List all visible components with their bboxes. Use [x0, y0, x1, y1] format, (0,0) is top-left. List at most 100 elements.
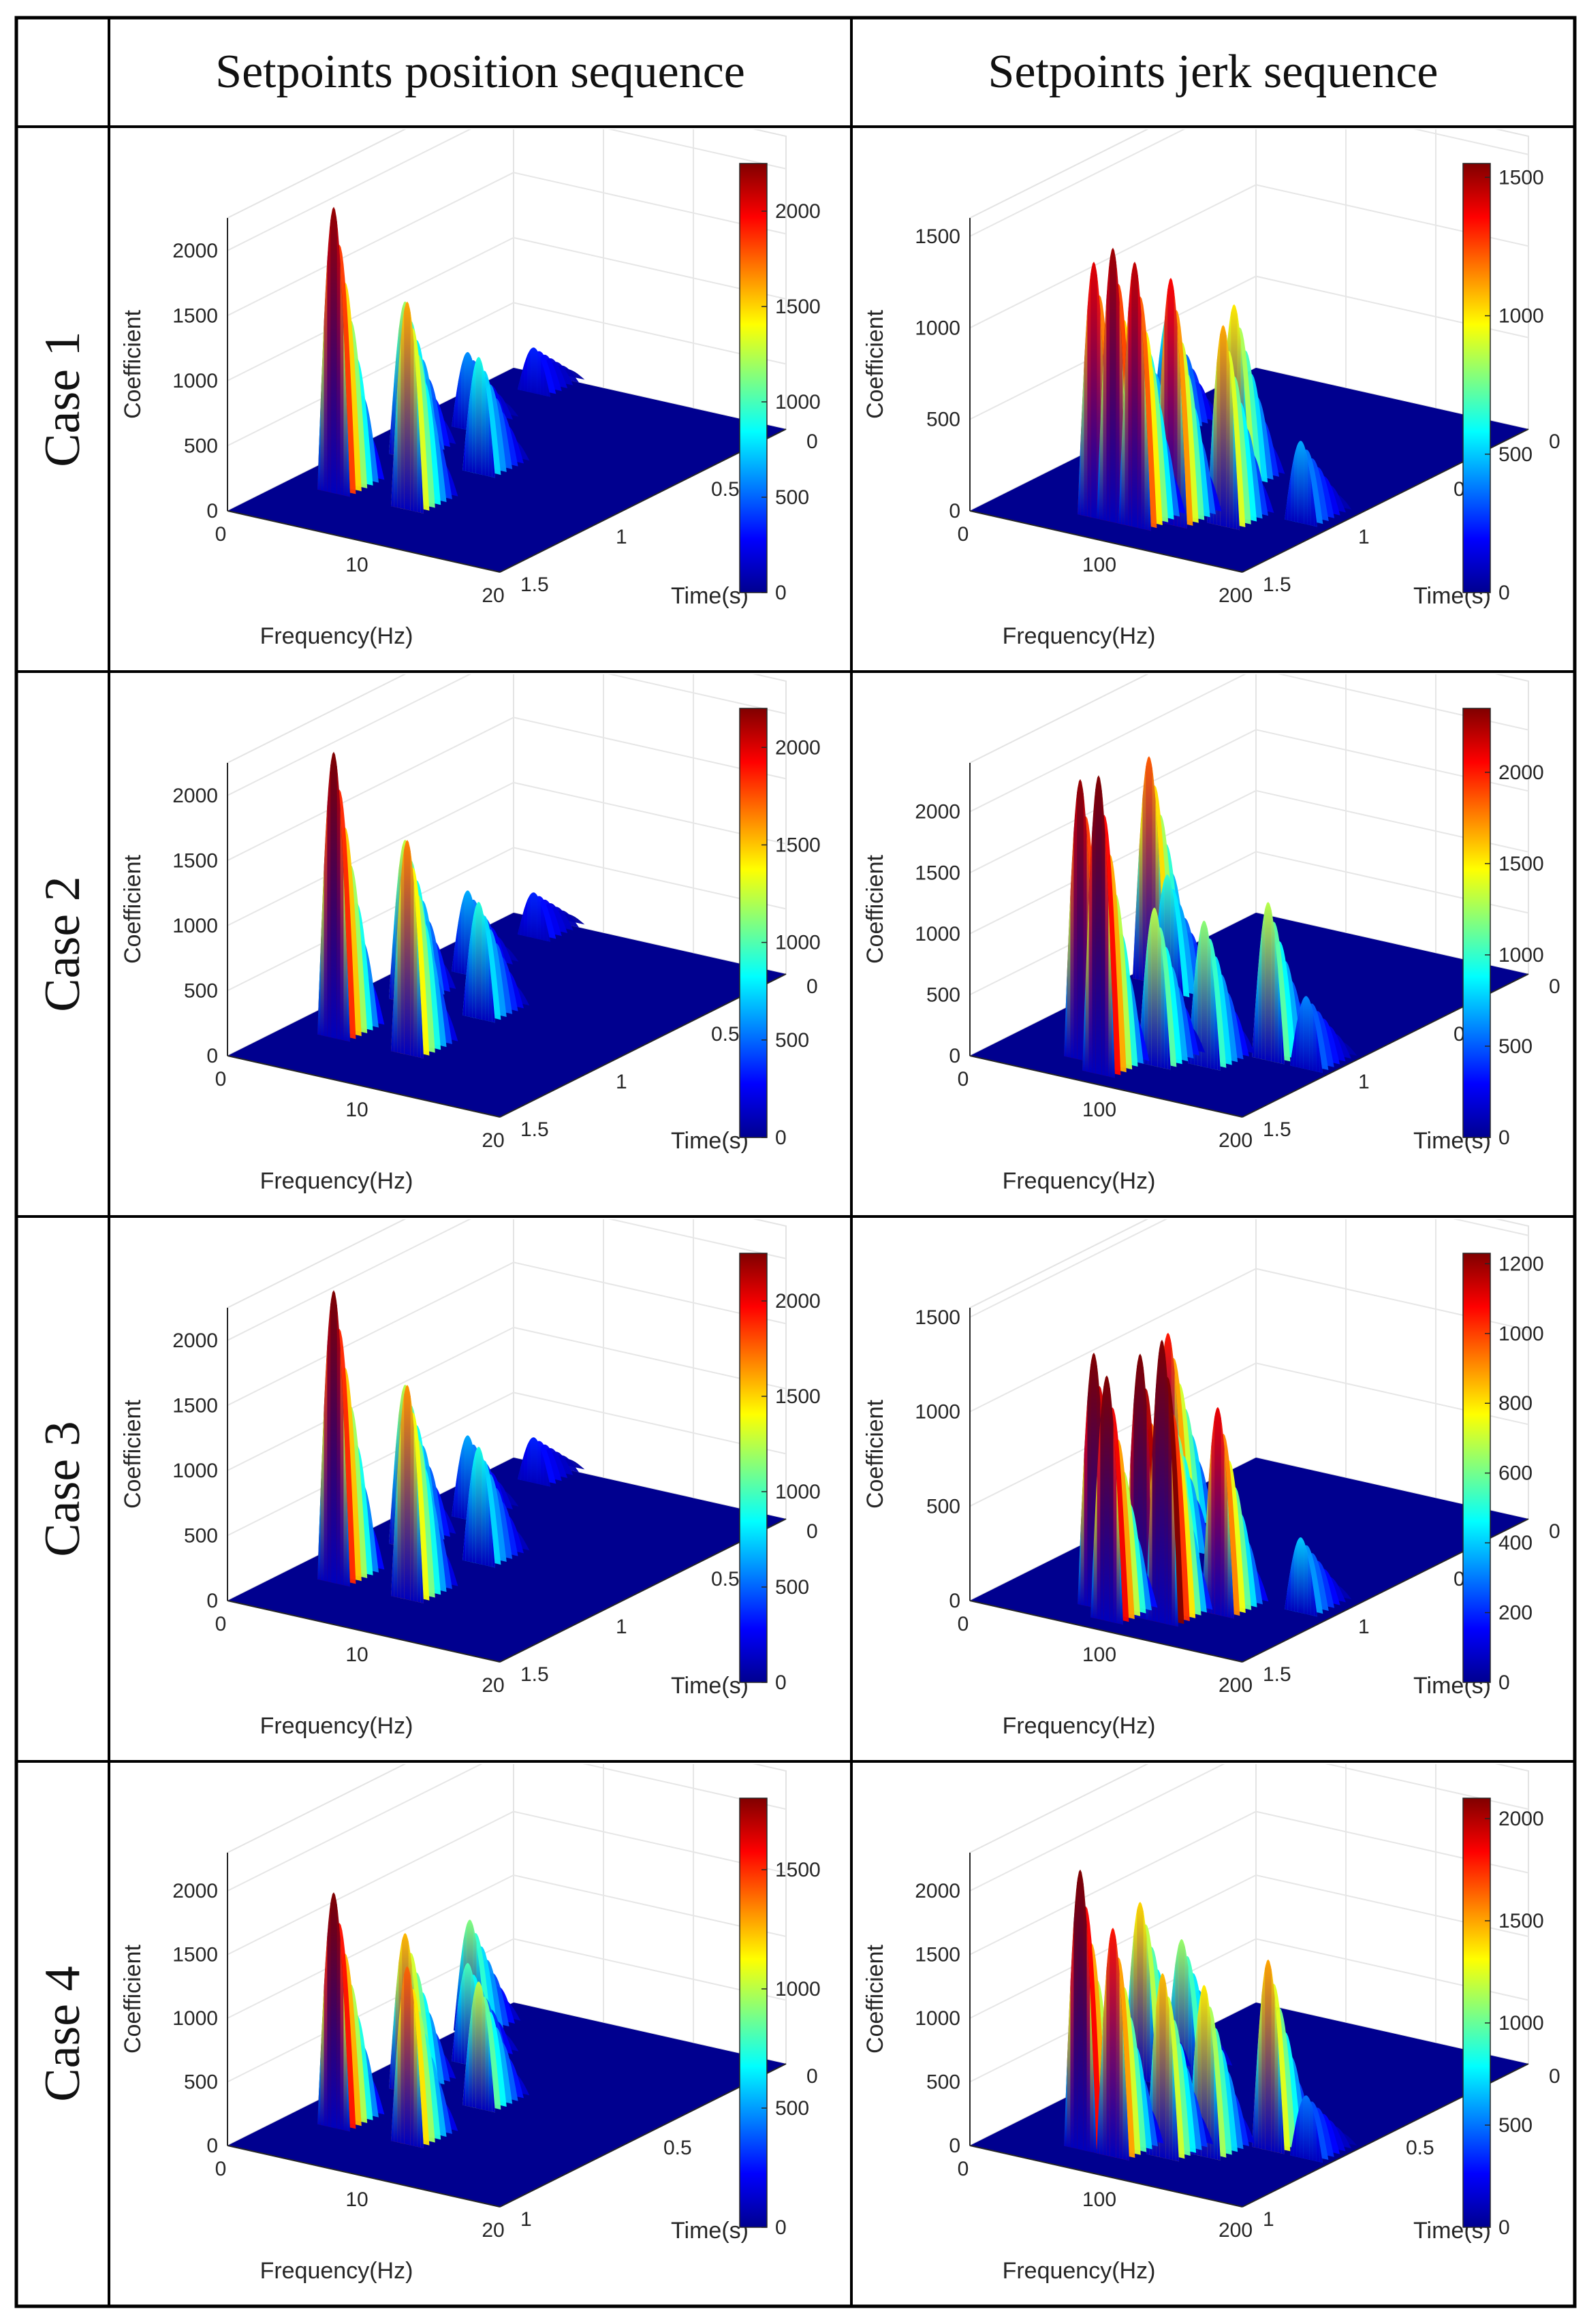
case3-position-colorbar-tick: 0	[775, 1671, 787, 1694]
chart-case2-jerk: 0500100015002000010020000.511.5Frequency…	[854, 674, 1572, 1214]
case2-jerk-ztick: 500	[926, 984, 960, 1006]
case1-position-surface-peak	[462, 357, 530, 478]
case3-jerk-surface-peak	[1146, 1339, 1213, 1627]
case1-position-zlabel: Coefficient	[120, 309, 146, 419]
case3-position-colorbar-tick: 2000	[775, 1290, 821, 1313]
case2-position-ylabel: Time(s)	[671, 1128, 749, 1154]
case4-position-colorbar-tick: 500	[775, 2097, 809, 2120]
case2-position-colorbar-tick: 500	[775, 1029, 809, 1052]
case3-position-surface-peak	[391, 1385, 458, 1603]
case2-position-svg: 0 500 1000 1500 2000 0 10 20 0 0.5 1 1.5 Frequency(H…	[120, 674, 821, 1194]
case1-jerk-xtick: 0	[958, 523, 969, 546]
case2-position-axes	[227, 763, 787, 1118]
case3-jerk-colorbar: 0 200 400 600 800 1000 1200	[1462, 1253, 1544, 1694]
case2-position-xtick: 20	[482, 1129, 504, 1152]
case1-position-ytick: 0	[806, 430, 818, 453]
case2-jerk-svg: 0500100015002000010020000.511.5Frequency…	[862, 674, 1560, 1194]
case3-position-colorbar: 0 500 1000 1500 2000	[739, 1253, 821, 1694]
case1-position-colorbar-tick: 500	[775, 486, 809, 509]
case2-jerk-ztick: 1000	[915, 923, 960, 945]
case1-position-ytick: 1.5	[520, 574, 549, 596]
case2-jerk-colorbar-tick: 1000	[1498, 944, 1544, 967]
case2-position-surface-peak	[391, 840, 458, 1058]
case3-position-colorbar-tick: 1500	[775, 1385, 821, 1408]
case3-jerk-colorbar-tick: 600	[1498, 1462, 1533, 1485]
case4-jerk-svg: 0500100015002000010020000.51Frequency(Hz…	[862, 1764, 1560, 2284]
case3-jerk-colorbar-tick: 0	[1498, 1671, 1510, 1694]
case2-position-colorbar-tick: 0	[775, 1127, 787, 1149]
case1-position-ztick: 1500	[172, 304, 218, 327]
case2-jerk-ytick: 1	[1358, 1071, 1370, 1093]
case4-jerk-ztick: 1000	[915, 2007, 960, 2030]
case1-position-ztick: 1000	[172, 370, 218, 392]
case3-position-ytick: 1.5	[520, 1663, 549, 1686]
case1-position-colorbar-tick: 1000	[775, 391, 821, 413]
case4-position-surface-peak	[391, 1966, 458, 2148]
case4-jerk-xlabel: Frequency(Hz)	[1003, 2258, 1156, 2284]
case3-jerk-zlabel: Coefficient	[862, 1399, 888, 1509]
case2-position-zlabel: Coefficient	[120, 854, 146, 964]
case4-jerk-surface-peak	[1290, 2095, 1357, 2163]
case1-jerk-surface-peak	[1285, 441, 1352, 527]
case4-position-xtick: 0	[215, 2158, 227, 2180]
case3-jerk-ytick: 0	[1549, 1520, 1560, 1543]
case4-jerk-ytick: 0.5	[1406, 2137, 1434, 2159]
case3-position-ztick: 500	[184, 1524, 218, 1547]
case4-position-floor	[227, 2003, 786, 2207]
case4-position-colorbar-tick: 1000	[775, 1978, 821, 2000]
case4-position-ytick: 0.5	[663, 2137, 692, 2159]
case2-jerk-colorbar-tick: 1500	[1498, 853, 1544, 875]
row-label-case-1: Case 1	[35, 331, 91, 467]
case4-position-ztick: 2000	[172, 1880, 218, 1902]
chart-case1-jerk: 050010001500010020000.511.5Frequency(Hz)…	[854, 129, 1572, 669]
case4-jerk-ztick: 500	[926, 2071, 960, 2094]
row-label-case-4: Case 4	[35, 1966, 91, 2102]
case2-position-ztick: 1500	[172, 849, 218, 872]
case3-jerk-ytick: 1	[1358, 1616, 1370, 1638]
case2-position-ytick: 0	[806, 975, 818, 998]
case2-position-surface-peak	[518, 892, 585, 942]
case3-position-ztick: 1000	[172, 1460, 218, 1482]
case3-position-surface-peak	[462, 1447, 530, 1568]
case4-position-svg: 0 500 1000 1500 2000 0 10 20 0 0.5 1 Frequency(Hz) T…	[120, 1764, 821, 2284]
case4-jerk-ytick: 1	[1263, 2208, 1274, 2231]
case4-position-ztick: 1000	[172, 2007, 218, 2030]
case3-position-surface-peak	[518, 1437, 585, 1487]
case3-jerk-ztick: 1500	[915, 1306, 960, 1329]
case1-jerk-ztick: 1000	[915, 317, 960, 339]
case4-position-xlabel: Frequency(Hz)	[260, 2258, 413, 2284]
case2-jerk-ytick: 0	[1549, 975, 1560, 998]
case3-jerk-xtick: 200	[1219, 1674, 1253, 1697]
header-jerk: Setpoints jerk sequence	[988, 46, 1439, 98]
chart-case3-position: 0 500 1000 1500 2000 0 10 20 0 0.5 1 1.5 Frequency(H…	[112, 1219, 849, 1759]
case2-jerk-ytick: 1.5	[1263, 1118, 1291, 1141]
case1-jerk-ztick: 0	[949, 500, 960, 522]
case2-position-colorbar-tick: 1500	[775, 834, 821, 856]
case2-jerk-ztick: 2000	[915, 801, 960, 823]
case3-position-ytick: 0.5	[711, 1568, 740, 1590]
case3-position-xlabel: Frequency(Hz)	[260, 1713, 413, 1739]
case3-position-svg: 0 500 1000 1500 2000 0 10 20 0 0.5 1 1.5 Frequency(H…	[120, 1219, 821, 1739]
case2-position-colorbar-tick: 2000	[775, 736, 821, 759]
case3-position-xtick: 0	[215, 1613, 227, 1635]
case1-position-ztick: 2000	[172, 240, 218, 262]
case3-jerk-xtick: 100	[1082, 1644, 1116, 1666]
case3-position-floor	[227, 1458, 786, 1662]
case2-jerk-xtick: 100	[1082, 1099, 1116, 1121]
case3-jerk-ytick: 1.5	[1263, 1663, 1291, 1686]
row-label-case-3: Case 3	[35, 1421, 91, 1557]
case3-jerk-colorbar-tick: 1000	[1498, 1323, 1544, 1345]
chart-case1-position: 0 500 1000 1500 2000 0 10 20 0 0.5 1 1.5 Frequency(H…	[112, 129, 849, 669]
case2-jerk-ztick: 0	[949, 1045, 960, 1067]
case2-position-back-walls	[227, 674, 787, 1057]
case4-position-ylabel: Time(s)	[671, 2218, 749, 2244]
case4-jerk-xtick: 100	[1082, 2188, 1116, 2211]
case1-position-ztick: 500	[184, 435, 218, 457]
case3-jerk-surface-peak	[1285, 1537, 1352, 1617]
case3-jerk-colorbar-tick: 800	[1498, 1392, 1533, 1415]
case1-jerk-svg: 050010001500010020000.511.5Frequency(Hz)…	[862, 129, 1560, 649]
case2-jerk-colorbar-tick: 2000	[1498, 761, 1544, 784]
case1-jerk-colorbar: 0 500 1000 1500	[1462, 163, 1544, 604]
case1-position-xtick: 10	[345, 554, 368, 576]
case3-jerk-colorbar-tick: 1200	[1498, 1253, 1544, 1275]
